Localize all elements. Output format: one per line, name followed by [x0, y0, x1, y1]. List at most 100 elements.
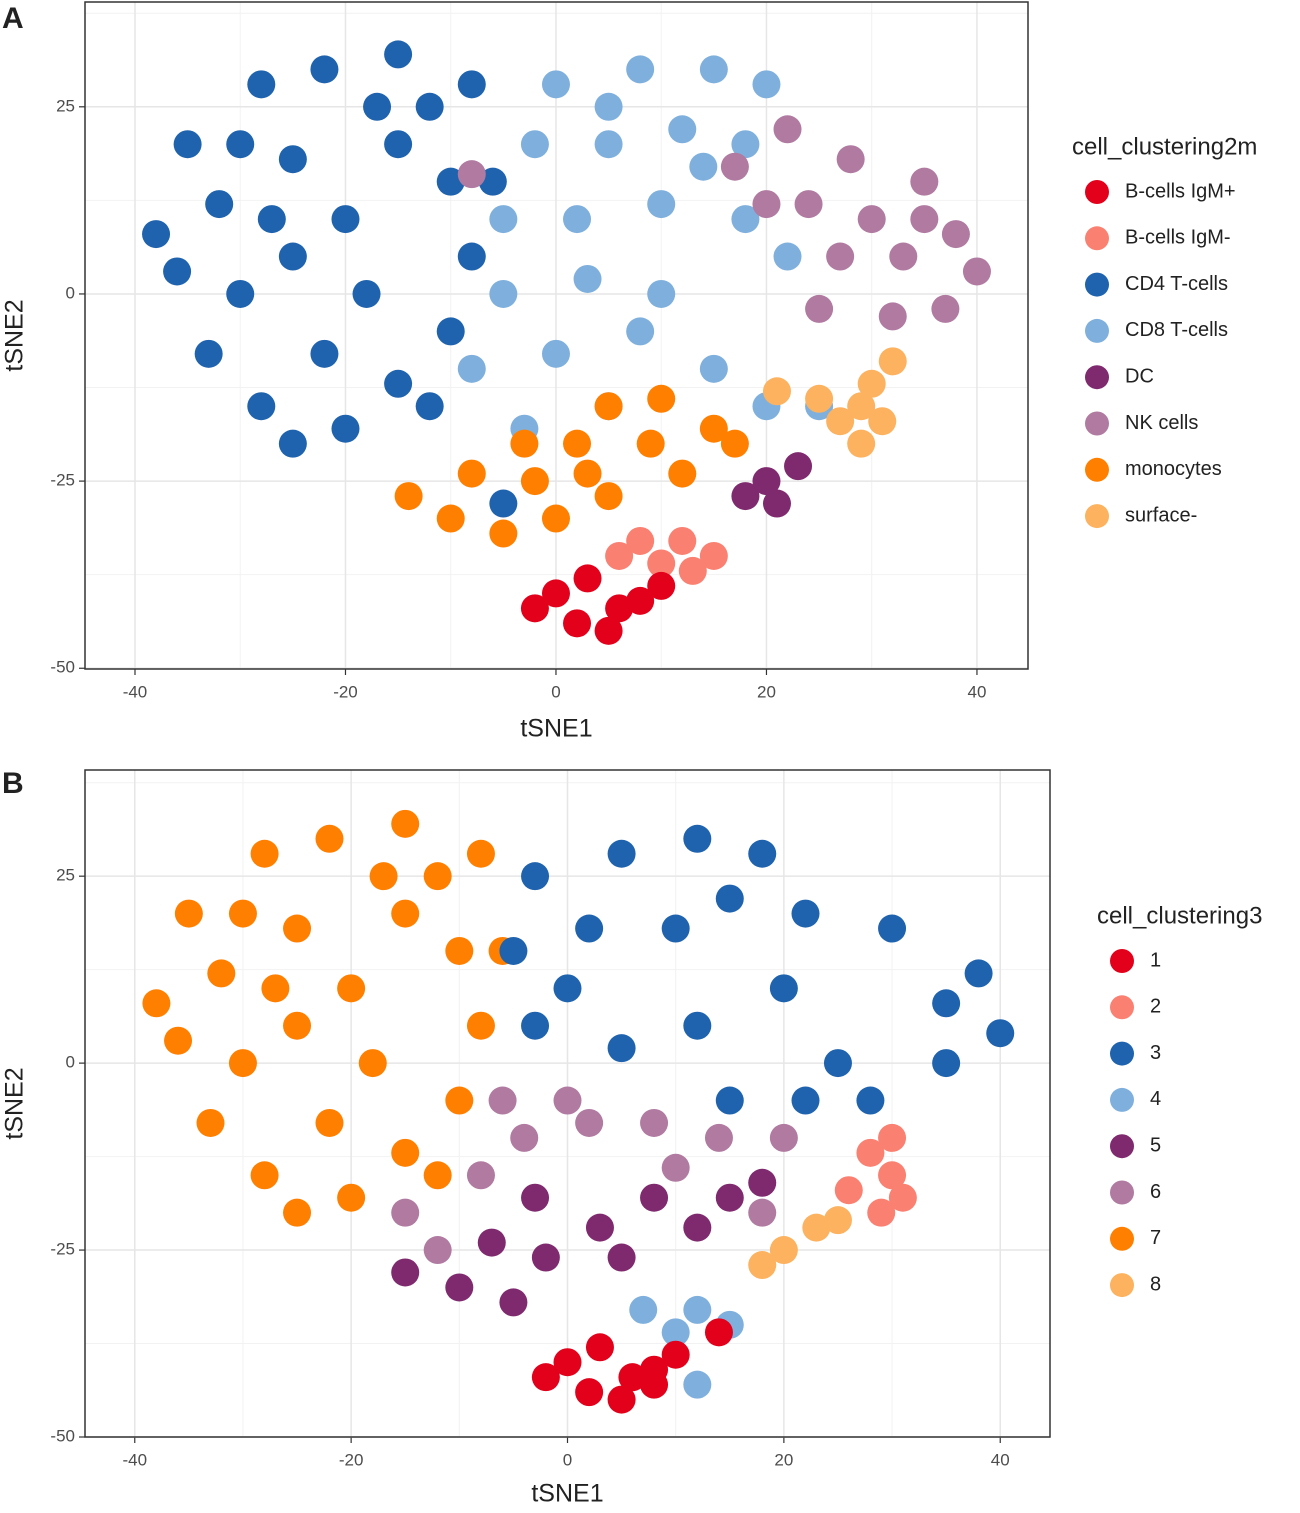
point: [352, 279, 381, 308]
point: [856, 1086, 885, 1115]
point: [626, 55, 655, 84]
legend-label: 6: [1150, 1181, 1161, 1203]
point: [941, 220, 970, 249]
point: [310, 55, 339, 84]
point: [337, 1183, 366, 1212]
x-axis-title: tSNE1: [520, 715, 592, 743]
point: [823, 1049, 852, 1078]
point: [466, 1161, 495, 1190]
point: [618, 1363, 647, 1392]
point: [834, 1176, 863, 1205]
point: [668, 459, 697, 488]
point: [247, 392, 276, 421]
point: [489, 519, 518, 548]
point: [826, 407, 855, 436]
point: [563, 205, 592, 234]
legend-label: 8: [1150, 1273, 1161, 1295]
legend-swatch: [1085, 504, 1109, 529]
point: [575, 1378, 604, 1407]
point: [647, 571, 676, 600]
point: [962, 257, 991, 286]
point: [207, 959, 236, 988]
point: [310, 339, 339, 368]
point: [391, 899, 420, 928]
point: [594, 92, 623, 121]
point: [520, 130, 549, 159]
x-axis-title: tSNE1: [531, 1480, 603, 1508]
legend-label: CD4 T-cells: [1125, 273, 1228, 295]
point: [283, 1011, 312, 1040]
point: [647, 549, 676, 578]
point: [196, 1108, 225, 1137]
x-tick-label: 40: [991, 1450, 1010, 1469]
point: [283, 914, 312, 943]
point: [585, 1333, 614, 1362]
legend-label: 2: [1150, 996, 1161, 1018]
point: [762, 489, 791, 518]
point: [384, 130, 413, 159]
plot-border: [84, 769, 1051, 1438]
point: [889, 242, 918, 271]
point: [910, 167, 939, 196]
legend-label: surface-: [1125, 504, 1197, 526]
point: [791, 899, 820, 928]
point: [857, 205, 886, 234]
point: [278, 145, 307, 174]
point: [563, 429, 592, 458]
point: [678, 556, 707, 585]
point: [868, 407, 897, 436]
point: [847, 429, 876, 458]
point: [856, 1138, 885, 1167]
point: [247, 70, 276, 99]
point: [715, 1086, 744, 1115]
point: [331, 205, 360, 234]
point: [315, 1108, 344, 1137]
point: [457, 160, 486, 189]
point: [585, 1213, 614, 1242]
y-axis-title: tSNE2: [1, 1067, 29, 1139]
point: [228, 1049, 257, 1078]
point: [704, 1318, 733, 1347]
point: [573, 459, 602, 488]
point: [173, 130, 202, 159]
point: [752, 70, 781, 99]
legend-swatch: [1110, 1087, 1134, 1112]
point: [640, 1370, 669, 1399]
point: [647, 279, 676, 308]
point: [626, 586, 655, 615]
x-tick-label: 20: [774, 1450, 793, 1469]
point: [986, 1019, 1015, 1048]
point: [769, 1236, 798, 1265]
point: [773, 242, 802, 271]
point: [228, 899, 257, 928]
point: [715, 1183, 744, 1212]
y-tick-label: -25: [50, 1240, 75, 1259]
point: [363, 92, 392, 121]
point: [531, 1243, 560, 1272]
legend-title: cell_clustering2m: [1072, 133, 1257, 160]
x-tick-label: 0: [563, 1450, 572, 1469]
point: [541, 579, 570, 608]
point: [607, 1034, 636, 1063]
point: [748, 1168, 777, 1197]
point: [826, 242, 855, 271]
point: [605, 594, 634, 623]
point: [640, 1183, 669, 1212]
point: [391, 1198, 420, 1227]
point: [553, 974, 582, 1003]
point: [715, 884, 744, 913]
y-tick-label: 0: [66, 1053, 75, 1072]
point: [466, 839, 495, 868]
point: [699, 414, 728, 443]
point: [457, 242, 486, 271]
legend-label: 1: [1150, 949, 1161, 971]
legend-label: monocytes: [1125, 458, 1222, 480]
point: [769, 974, 798, 1003]
point: [699, 55, 728, 84]
point: [575, 1108, 604, 1137]
point: [445, 1273, 474, 1302]
point: [888, 1183, 917, 1212]
point: [752, 190, 781, 219]
point: [748, 1251, 777, 1280]
